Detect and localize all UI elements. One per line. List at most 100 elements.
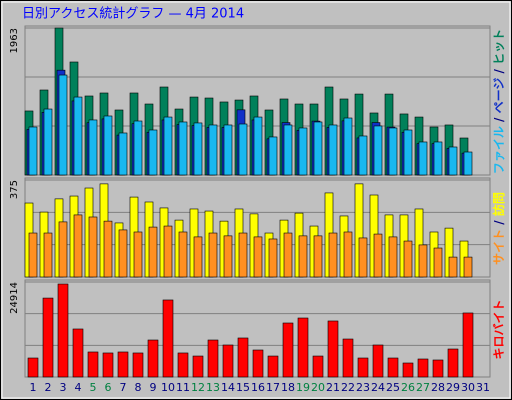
legend-entry: キロバイト: [492, 299, 506, 359]
bar: [28, 232, 38, 278]
x-tick-label: 16: [251, 381, 265, 394]
bar: [447, 348, 459, 378]
bar: [222, 344, 234, 378]
bar: [148, 129, 158, 176]
legend-separator: /: [492, 113, 506, 126]
y-tick-label: 375: [9, 180, 20, 199]
x-tick-label: 2: [45, 381, 52, 394]
bar: [178, 231, 188, 278]
bar: [343, 231, 353, 278]
bar: [103, 115, 113, 176]
bar: [208, 124, 218, 176]
bar: [133, 231, 143, 278]
x-tick-label: 29: [446, 381, 460, 394]
bar: [327, 320, 339, 378]
x-tick-label: 3: [60, 381, 67, 394]
bar: [342, 338, 354, 378]
bar: [253, 116, 263, 176]
x-tick-label: 6: [105, 381, 112, 394]
bar: [177, 352, 189, 378]
bar: [298, 127, 308, 176]
bar: [252, 349, 264, 378]
bar: [433, 247, 443, 278]
bar: [102, 352, 114, 378]
y-tick-label: 1963: [9, 28, 20, 53]
y-tick-label: 24914: [9, 282, 20, 314]
bar: [328, 124, 338, 176]
bar: [118, 132, 128, 176]
legend-separator: /: [492, 216, 506, 229]
x-tick-label: 27: [416, 381, 430, 394]
bar: [223, 235, 233, 278]
bar: [163, 225, 173, 278]
x-tick-label: 8: [135, 381, 142, 394]
bar: [297, 317, 309, 378]
bar: [43, 108, 53, 176]
bar: [312, 355, 324, 378]
bar: [372, 344, 384, 378]
bar: [403, 240, 413, 278]
bar: [268, 238, 278, 278]
bar: [238, 123, 248, 176]
x-tick-label: 4: [75, 381, 82, 394]
legend-entry: サイト: [492, 229, 506, 265]
bar: [358, 135, 368, 176]
bar: [403, 129, 413, 176]
bar: [57, 283, 69, 378]
bar: [147, 339, 159, 378]
bar: [87, 351, 99, 378]
x-tick-label: 14: [221, 381, 235, 394]
legend-entry: ページ: [492, 78, 506, 114]
chart-title: 日別アクセス統計グラフ — 4月 2014: [22, 6, 244, 22]
legend-separator: /: [492, 65, 506, 78]
bar: [103, 220, 113, 278]
bar: [207, 339, 219, 378]
bar: [193, 122, 203, 176]
bar: [402, 362, 414, 378]
bar: [88, 216, 98, 278]
legend: ファイル / ページ / ヒット: [492, 29, 506, 174]
legend: キロバイト: [492, 299, 506, 359]
bar: [283, 124, 293, 176]
bar: [193, 236, 203, 278]
x-tick-label: 12: [191, 381, 205, 394]
bar: [28, 126, 38, 176]
bar: [268, 136, 278, 176]
x-tick-label: 23: [356, 381, 370, 394]
bar: [388, 127, 398, 176]
x-tick-label: 22: [341, 381, 355, 394]
bar: [133, 120, 143, 176]
bar: [72, 328, 84, 378]
bar: [357, 357, 369, 378]
bar: [433, 141, 443, 176]
bar: [313, 235, 323, 278]
bar: [132, 352, 144, 378]
bar: [448, 256, 458, 278]
x-tick-label: 20: [311, 381, 325, 394]
legend-entry: ヒット: [492, 29, 506, 65]
bar: [313, 121, 323, 176]
x-tick-label: 5: [90, 381, 97, 394]
bar: [387, 357, 399, 378]
x-tick-label: 7: [120, 381, 127, 394]
bar: [117, 351, 129, 378]
x-tick-label: 15: [236, 381, 250, 394]
bar: [58, 74, 68, 176]
bar: [388, 236, 398, 278]
bar: [162, 299, 174, 378]
bar: [373, 125, 383, 176]
bar: [328, 232, 338, 278]
legend: サイト / 訪問: [491, 192, 506, 265]
x-tick-label: 28: [431, 381, 445, 394]
x-tick-label: 1: [30, 381, 37, 394]
x-tick-label: 11: [176, 381, 190, 394]
bar: [448, 146, 458, 176]
bar: [43, 232, 53, 278]
bar: [282, 322, 294, 378]
bar: [283, 232, 293, 278]
bar: [73, 96, 83, 176]
x-tick-label: 31: [476, 381, 490, 394]
bar: [237, 337, 249, 378]
x-tick-label: 26: [401, 381, 415, 394]
